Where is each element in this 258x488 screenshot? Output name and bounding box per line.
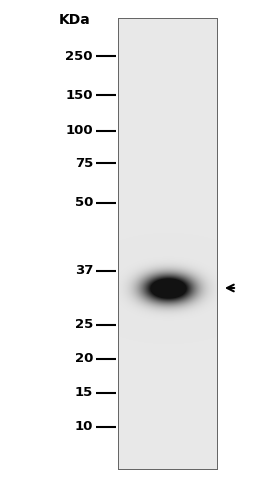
Text: 100: 100 [65, 124, 93, 137]
Text: 150: 150 [66, 89, 93, 102]
Text: 37: 37 [75, 264, 93, 277]
Text: 10: 10 [75, 421, 93, 433]
Text: 250: 250 [66, 50, 93, 62]
Text: 20: 20 [75, 352, 93, 365]
Text: KDa: KDa [59, 14, 91, 27]
Text: 15: 15 [75, 386, 93, 399]
Text: 75: 75 [75, 157, 93, 170]
Text: 25: 25 [75, 318, 93, 331]
Text: 50: 50 [75, 196, 93, 209]
